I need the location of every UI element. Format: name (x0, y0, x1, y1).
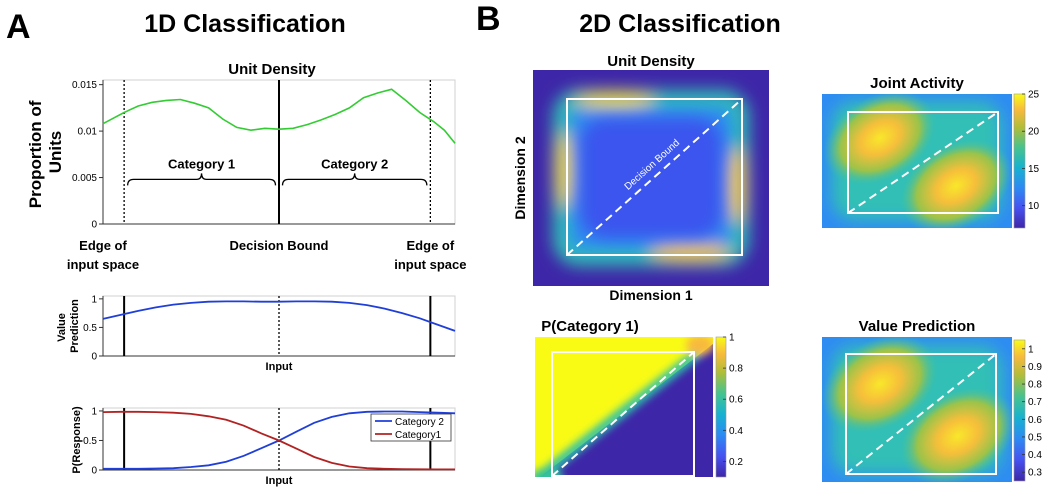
p-category1-2d-title: P(Category 1) (541, 318, 639, 335)
value-prediction-2d-title: Value Prediction (859, 318, 976, 335)
unit-density-2d-xlabel: Dimension 1 (609, 287, 692, 303)
colorbar-tick-label: 0.7 (1028, 397, 1042, 408)
colorbar (1013, 93, 1026, 229)
y-tick-label: 0.5 (83, 436, 97, 447)
panel-a-title: 1D Classification (144, 10, 345, 38)
annotation-line: input space (394, 257, 466, 272)
legend-label-category1: Category1 (395, 430, 442, 441)
legend-label-category-2: Category 2 (395, 417, 444, 428)
ylabel-line-1: Value (56, 313, 68, 342)
annotation-line: Decision Bound (230, 238, 329, 253)
colorbar-tick-label: 0.8 (1028, 380, 1042, 391)
unit-density-1d-annotation: Edge of input space (394, 238, 466, 272)
joint-activity-2d-title: Joint Activity (870, 75, 964, 92)
colorbar-tick-label: 0.9 (1028, 362, 1042, 373)
p-category1-2d-heatmap: P(Category 1) 0.2 0.4 0.6 0.8 1 (535, 318, 743, 478)
panel-b-letter: B (476, 0, 501, 38)
ylabel-line-1: Proportion of (26, 100, 45, 208)
colorbar-tick-label: 15 (1028, 164, 1040, 175)
colorbar-tick-label: 1 (1028, 344, 1034, 355)
colorbar-tick-label: 20 (1028, 127, 1040, 138)
legend-box (370, 413, 452, 442)
colorbar-tick-label: 0.3 (1028, 468, 1042, 479)
y-tick-label: 1 (91, 294, 97, 305)
unit-density-2d-heatmap: Unit Density Decision Bound Dimension 1 … (512, 53, 769, 303)
input-space-square (847, 111, 999, 214)
y-tick-label: 0.015 (72, 80, 97, 91)
panel-a-letter: A (6, 8, 31, 46)
y-tick-label: 1 (91, 406, 97, 417)
heatmap-lobe-lower (899, 138, 1012, 228)
annotation-line: Edge of (79, 238, 127, 253)
input-space-square (566, 98, 743, 256)
panel-b-title: 2D Classification (579, 10, 780, 38)
unit-density-2d-ylabel: Dimension 2 (512, 136, 528, 219)
category-brace-label: Category 1 (168, 156, 235, 171)
colorbar-tick-label: 0.2 (729, 457, 743, 468)
unit-density-1d-annotation: Decision Bound (230, 238, 329, 253)
heatmap-lobe-upper (822, 337, 939, 434)
unit-density-1d-chart: Unit Density 0 0.005 0.01 0.015 Category 1 C… (26, 61, 466, 272)
colorbar-tick-label: 0.4 (729, 426, 743, 437)
annotation-line: Edge of (407, 238, 455, 253)
p-response-1d-ylabel: P(Response) (71, 406, 83, 474)
y-tick-label: 0 (91, 352, 97, 363)
unit-density-1d-title: Unit Density (228, 61, 316, 78)
input-space-square (551, 351, 695, 477)
ylabel-line-2: Units (46, 131, 65, 174)
value-prediction-1d-series-line (102, 300, 456, 332)
p-response-1d-series-category1 (102, 410, 455, 471)
heatmap-lobe-lower (899, 386, 1012, 482)
unit-density-1d-ylabel: Proportion of Units (26, 96, 65, 208)
colorbar-tick-label: 1 (729, 333, 735, 344)
joint-activity-2d-heatmap: Joint Activity 10 15 20 25 (822, 75, 1040, 229)
decision-bound-line (551, 351, 695, 477)
p-response-1d-xlabel: Input (266, 475, 293, 487)
value-prediction-2d-heatmap: Value Prediction 0.3 0.4 0.5 0.6 0.7 0.8 0.9 1 (822, 318, 1042, 482)
p-response-1d-chart: 0 0.5 1 Input P(Response) Category 2 Categ… (71, 406, 456, 487)
annotation-line: input space (67, 257, 139, 272)
y-tick-label: 0.01 (78, 127, 98, 138)
category-brace-label: Category 2 (321, 156, 388, 171)
decision-bound-line (566, 98, 743, 256)
y-tick-label: 0 (91, 220, 97, 231)
unit-density-1d-series-line (102, 88, 456, 144)
input-space-square (845, 353, 997, 475)
category-brace (126, 173, 277, 186)
colorbar-tick-label: 10 (1028, 201, 1040, 212)
y-tick-label: 0.5 (83, 323, 97, 334)
decision-bound-line (845, 353, 997, 475)
colorbar-tick-label: 25 (1028, 90, 1040, 101)
colorbar (1013, 339, 1026, 482)
colorbar-tick-label: 0.8 (729, 364, 743, 375)
value-prediction-1d-chart: 0 0.5 1 Input Value Prediction (56, 294, 456, 373)
value-prediction-1d-xlabel: Input (266, 361, 293, 373)
ylabel-line-2: Prediction (69, 299, 81, 353)
colorbar-tick-label: 0.6 (1028, 415, 1042, 426)
y-tick-label: 0 (91, 466, 97, 477)
colorbar-tick-label: 0.5 (1028, 432, 1042, 443)
heatmap-lobe-upper (823, 94, 937, 186)
decision-bound-line (847, 111, 999, 214)
unit-density-2d-title: Unit Density (607, 53, 695, 70)
p-response-1d-legend: Category 2 Category1 (370, 413, 452, 442)
unit-density-1d-annotation: Edge of input space (67, 238, 139, 272)
y-tick-label: 0.005 (72, 173, 97, 184)
colorbar-tick-label: 0.4 (1028, 450, 1042, 461)
colorbar (715, 336, 727, 478)
category-brace (281, 173, 428, 186)
value-prediction-1d-ylabel: Value Prediction (56, 299, 81, 353)
colorbar-tick-label: 0.6 (729, 395, 743, 406)
